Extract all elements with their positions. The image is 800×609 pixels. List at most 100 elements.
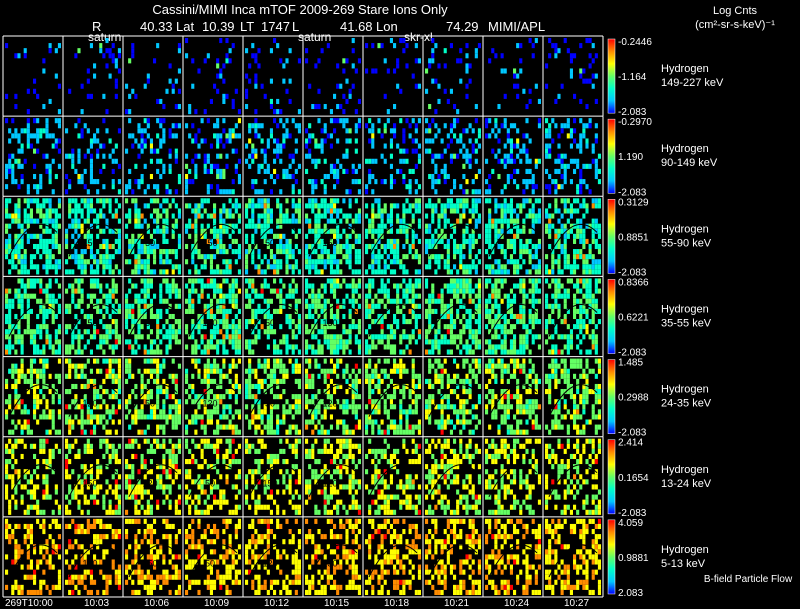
heatmap-cell [254, 73, 258, 79]
heatmap-cell [551, 319, 555, 325]
heatmap-cell [456, 208, 460, 214]
heatmap-panel [545, 118, 601, 195]
heatmap-cell [162, 238, 166, 244]
heatmap-cell [143, 218, 147, 224]
colorbar-title: Log Cnts (cm²-sr-s-keV)⁻¹ [695, 5, 775, 31]
heatmap-cell [96, 278, 100, 284]
heatmap-cell [497, 148, 501, 154]
heatmap-cell [108, 313, 112, 320]
heatmap-cell [488, 238, 492, 244]
heatmap-cell [371, 228, 375, 234]
heatmap-cell [237, 308, 241, 314]
heatmap-cell [225, 308, 229, 314]
heatmap-cell [329, 283, 333, 289]
heatmap-cell [471, 238, 475, 244]
heatmap-cell [437, 264, 441, 270]
heatmap-cell [191, 83, 195, 89]
heatmap-cell [386, 109, 390, 115]
heatmap-cell [128, 344, 132, 350]
heatmap-cell [26, 429, 30, 435]
heatmap-cell [74, 404, 78, 410]
heatmap-cell [105, 329, 109, 335]
heatmap-cell [380, 233, 384, 239]
heatmap-cell [231, 324, 235, 330]
heatmap-cell [237, 383, 241, 390]
heatmap-cell [428, 303, 432, 309]
heatmap-cell [368, 303, 372, 309]
heatmap-cell [222, 218, 226, 224]
heatmap-cell [494, 223, 498, 229]
heatmap-cell [65, 303, 69, 309]
heatmap-cell [197, 399, 201, 405]
heatmap-cell [443, 303, 447, 309]
heatmap-cell [254, 313, 258, 320]
heatmap-cell [273, 339, 277, 345]
heatmap-cell [308, 198, 312, 204]
org-label: MIMI/APL [488, 19, 545, 34]
heatmap-cell [528, 168, 532, 174]
heatmap-cell [594, 269, 598, 275]
heatmap-cell [449, 208, 453, 214]
heatmap-cell [509, 158, 513, 164]
heatmap-cell [557, 293, 561, 299]
heatmap-cell [216, 339, 220, 345]
heatmap-cell [54, 313, 58, 320]
heatmap-cell [137, 254, 141, 260]
heatmap-cell [14, 53, 18, 59]
heatmap-cell [500, 123, 504, 129]
heatmap-cell [314, 223, 318, 229]
heatmap-cell [105, 283, 109, 289]
heatmap-cell [5, 344, 9, 350]
heatmap-cell [26, 128, 30, 134]
heatmap-cell [449, 123, 453, 129]
heatmap-cell [456, 283, 460, 289]
heatmap-cell [254, 243, 258, 250]
heatmap-cell [14, 404, 18, 410]
heatmap-cell [117, 203, 121, 209]
heatmap-cell [191, 383, 195, 390]
heatmap-cell [171, 373, 175, 379]
heatmap-cell [140, 429, 144, 435]
heatmap-cell [437, 329, 441, 335]
heatmap-cell [29, 233, 33, 239]
heatmap-cell [237, 158, 241, 164]
heatmap-cell [68, 368, 72, 374]
heatmap-cell [213, 399, 217, 405]
heatmap-cell [57, 399, 61, 405]
heatmap-cell [174, 283, 178, 289]
heatmap-cell [308, 313, 312, 320]
heatmap-cell [459, 349, 463, 355]
heatmap-cell [449, 334, 453, 340]
heatmap-panel: 150 [65, 198, 121, 275]
heatmap-cell [579, 223, 583, 229]
heatmap-cell [434, 259, 438, 265]
heatmap-cell [288, 133, 292, 139]
heatmap-cell [137, 153, 141, 159]
heatmap-cell [569, 68, 573, 74]
heatmap-cell [111, 148, 115, 154]
heatmap-cell [222, 63, 226, 69]
heatmap-cell [389, 243, 393, 250]
heatmap-cell [411, 329, 415, 335]
heatmap-cell [408, 278, 412, 284]
heatmap-cell [231, 383, 235, 390]
heatmap-cell [329, 203, 333, 209]
heatmap-cell [114, 334, 118, 340]
heatmap-cell [365, 344, 369, 350]
heatmap-cell [216, 88, 220, 94]
heatmap-cell [45, 288, 49, 294]
heatmap-cell [20, 298, 24, 304]
heatmap-cell [8, 288, 12, 294]
heatmap-panel [305, 38, 361, 115]
heatmap-cell [509, 308, 513, 314]
heatmap-cell [443, 339, 447, 345]
heatmap-cell [105, 293, 109, 299]
heatmap-cell [20, 313, 24, 320]
heatmap-cell [153, 228, 157, 234]
heatmap-cell [222, 303, 226, 309]
heatmap-cell [377, 303, 381, 309]
heatmap-cell [534, 319, 538, 325]
heatmap-cell [357, 344, 361, 350]
heatmap-cell [125, 404, 129, 410]
heatmap-cell [200, 203, 204, 209]
